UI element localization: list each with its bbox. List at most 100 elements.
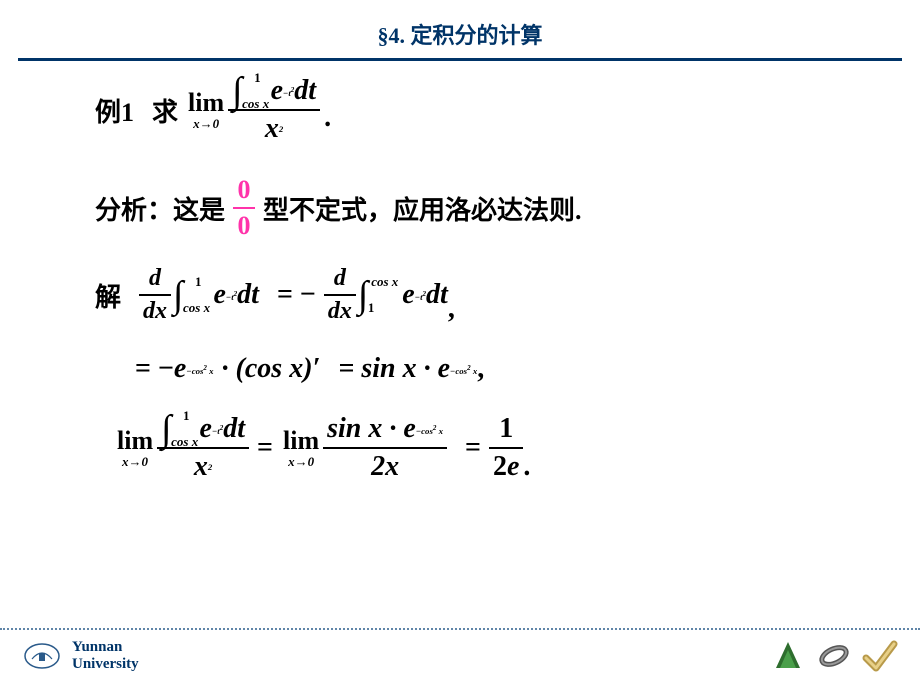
exp-5: −cos2 x: [450, 368, 477, 371]
fracline-5c: [489, 447, 523, 449]
footer-inner: Yunnan University: [0, 630, 920, 674]
analysis-label: 分析：: [95, 190, 173, 227]
integral-3: cos x ∫ 1: [358, 282, 368, 309]
solution-label: 解: [95, 277, 121, 314]
lim-sub-3: x→0: [288, 454, 314, 470]
ddx-2: d dx: [324, 265, 356, 325]
exp5c-post: x: [436, 425, 443, 435]
integral-5: 1 ∫ cos x: [161, 416, 171, 443]
int3-upper: cos x: [371, 274, 398, 290]
num-1: 1: [495, 413, 517, 445]
dx-1: dx: [139, 298, 171, 325]
two: 2: [493, 451, 507, 483]
line-solution-3: lim x→0 1 ∫ cos x e −t2 dt x 2: [115, 413, 830, 483]
period-5: .: [523, 451, 530, 483]
den-2e: 2e: [489, 451, 523, 483]
int1-upper: 1: [254, 70, 261, 86]
int3-lower: 1: [368, 300, 375, 316]
e-3: e: [402, 279, 414, 311]
d-1: d: [145, 265, 165, 292]
lim-text-3: lim: [283, 426, 319, 456]
e-4: e: [174, 353, 186, 385]
example-label: 例1: [95, 92, 134, 129]
dt-5: dt: [223, 413, 245, 445]
int-sym-1: 1 ∫ cos x: [232, 78, 242, 105]
frac-5b: sin x · e −cos2 x 2x: [323, 413, 447, 483]
frac5a-num: 1 ∫ cos x e −t2 dt: [157, 413, 249, 445]
badge-check: [862, 638, 898, 674]
e-5: e: [200, 413, 212, 445]
exp-3: −t2: [415, 294, 426, 297]
dt-2: dt: [237, 279, 259, 311]
fracline-5b: [323, 447, 447, 449]
limit-block-2: lim x→0: [117, 426, 153, 470]
exp5c-pre: −cos: [416, 425, 433, 435]
badge-green: [770, 638, 806, 674]
comma-3: ,: [448, 293, 455, 325]
line-analysis: 分析： 这是 0 0 型不定式，应用洛必达法则.: [95, 175, 830, 241]
int1-lower: cos x: [242, 96, 269, 112]
ddx-line-1: [139, 294, 171, 296]
integral-2: 1 ∫ cos x: [173, 282, 183, 309]
eq-neg-1: = −: [277, 279, 316, 311]
frac-1: 1 ∫ cos x e −t2 dt x 2: [228, 75, 320, 145]
exp2-t: −t: [226, 291, 234, 301]
zero-den: 0: [234, 211, 255, 241]
uni-line1: Yunnan: [72, 639, 139, 656]
comma-4: ,: [477, 353, 484, 385]
analysis-post: 型不定式，应用洛必达法则.: [263, 190, 582, 227]
integrand-e-1: e: [271, 75, 283, 107]
int-glyph-5: ∫: [161, 416, 171, 443]
exp5b-t: −t: [212, 425, 220, 435]
frac1-den: x 2: [261, 113, 287, 145]
badge-ring: [816, 638, 852, 674]
int-glyph-1: ∫: [232, 78, 242, 105]
ddx-line-2: [324, 294, 356, 296]
line-example: 例1 求 lim x→0 1 ∫ cos x e −t2 dt: [95, 75, 830, 145]
footer-badges: [770, 638, 898, 674]
period-1: .: [324, 102, 331, 134]
frac5b-num: sin x · e −cos2 x: [323, 413, 447, 445]
dt-3: dt: [426, 279, 448, 311]
frac-5a: 1 ∫ cos x e −t2 dt x 2: [157, 413, 249, 483]
zero-over-zero: 0 0: [233, 175, 255, 241]
analysis-pre: 这是: [173, 190, 225, 227]
lim-text: lim: [188, 88, 224, 118]
dt-1: dt: [294, 75, 316, 107]
uni-line2: University: [72, 656, 139, 673]
frac5a-den: x 2: [190, 451, 216, 483]
university-logo: [22, 641, 62, 671]
frac-5c: 1 2e: [489, 413, 523, 483]
exp3-t: −t: [415, 291, 423, 301]
frac5b-den: 2x: [367, 451, 403, 483]
int5-upper: 1: [183, 408, 190, 424]
int5-lower: cos x: [171, 434, 198, 450]
x-5: x: [194, 451, 208, 483]
frac1-num: 1 ∫ cos x e −t2 dt: [228, 75, 320, 107]
dx-2: dx: [324, 298, 356, 325]
eq-sinx-e: = sin x · e: [338, 353, 450, 385]
exp5-pre: −cos: [450, 365, 467, 375]
eq-5a: =: [257, 432, 273, 464]
int-glyph-3: ∫: [358, 282, 368, 309]
exp4-pre: −cos: [186, 365, 203, 375]
int2-upper: 1: [195, 274, 202, 290]
exp-5c: −cos2 x: [416, 428, 443, 431]
e-2: e: [213, 279, 225, 311]
int-sym-5: 1 ∫ cos x: [161, 416, 171, 443]
slide-content: 例1 求 lim x→0 1 ∫ cos x e −t2 dt: [0, 61, 920, 483]
integral-1: 1 ∫ cos x: [232, 78, 242, 105]
exp-4: −cos2 x: [186, 368, 213, 371]
eq-5b: =: [465, 432, 481, 464]
limit-block-3: lim x→0: [283, 426, 319, 470]
line-solution-1: 解 d dx 1 ∫ cos x e −t2 dt = − d dx cos: [95, 265, 830, 325]
limit-block-1: lim x→0: [188, 88, 224, 132]
footer: Yunnan University: [0, 628, 920, 690]
int-sym-2: 1 ∫ cos x: [173, 282, 183, 309]
lim-sub: x→0: [193, 116, 219, 132]
page-title: §4. 定积分的计算: [0, 0, 920, 58]
d-2: d: [330, 265, 350, 292]
exp4-post: x: [207, 365, 214, 375]
lim-text-2: lim: [117, 426, 153, 456]
int2-lower: cos x: [183, 300, 210, 316]
